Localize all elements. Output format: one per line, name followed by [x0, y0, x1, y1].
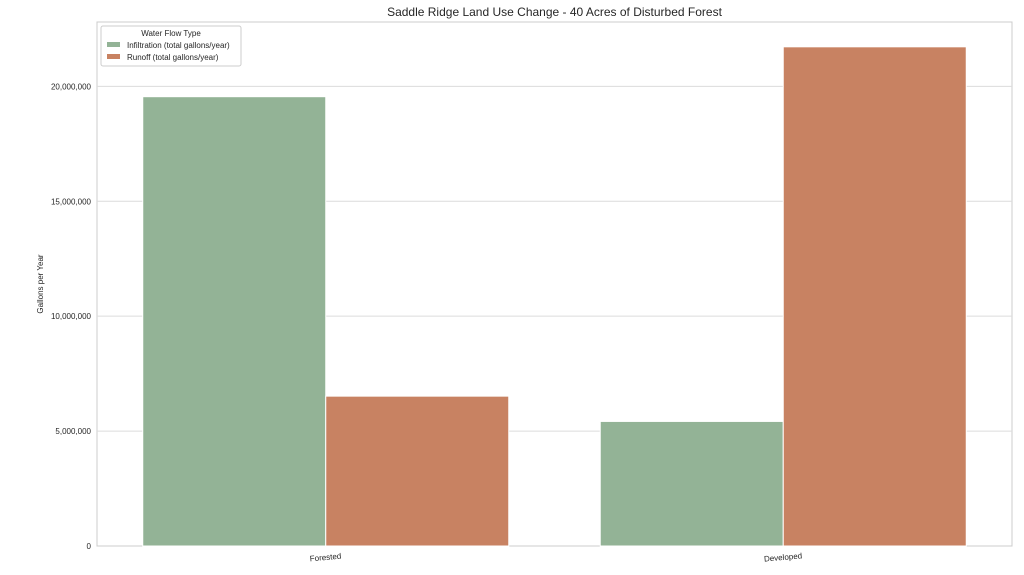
y-tick-label: 10,000,000 — [51, 312, 92, 321]
y-tick-label: 20,000,000 — [51, 82, 92, 91]
y-tick-label: 5,000,000 — [55, 427, 91, 436]
legend-title: Water Flow Type — [141, 29, 201, 38]
bar-developed-series-0 — [599, 420, 784, 547]
legend-box — [100, 25, 242, 67]
legend: Water Flow Type Infiltration (total gall… — [100, 25, 242, 67]
legend-label: Runoff (total gallons/year) — [127, 53, 219, 62]
legend-label: Infiltration (total gallons/year) — [127, 41, 230, 50]
chart-title: Saddle Ridge Land Use Change - 40 Acres … — [387, 5, 723, 19]
x-axis-ticks: Forested Developed — [309, 551, 802, 563]
x-tick-label: Forested — [309, 552, 341, 564]
x-tick-label: Developed — [764, 551, 803, 563]
bar-forested-series-1 — [325, 395, 510, 547]
y-axis-label: Gallons per Year — [36, 254, 45, 313]
bars — [142, 46, 967, 547]
y-tick-label: 15,000,000 — [51, 197, 92, 206]
legend-swatch — [107, 54, 120, 59]
bar-developed-series-1 — [782, 46, 967, 547]
y-axis-ticks: 0 5,000,000 10,000,000 15,000,000 20,000,000 — [51, 82, 92, 551]
bar-forested-series-0 — [142, 96, 327, 547]
legend-swatch — [107, 42, 120, 47]
y-tick-label: 0 — [87, 542, 92, 551]
